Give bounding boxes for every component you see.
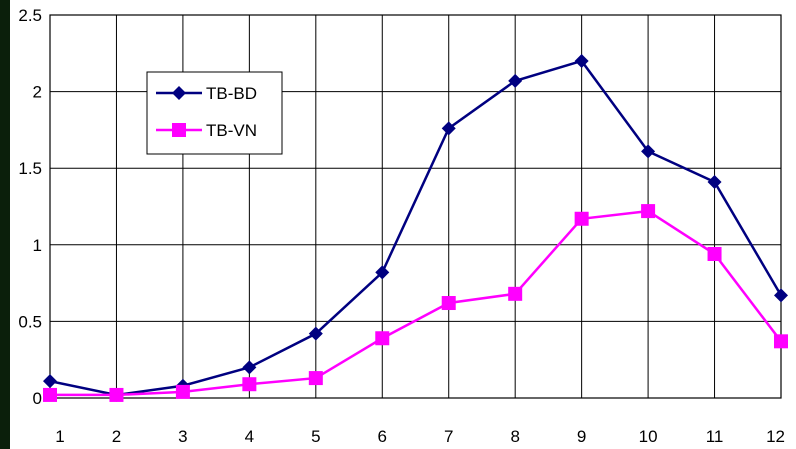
data-point-tb-bd [308, 326, 323, 341]
data-point-tb-vn [375, 331, 390, 346]
data-point-tb-vn [242, 377, 257, 392]
legend-label-tb-bd: TB-BD [206, 84, 257, 103]
series-group [43, 53, 788, 402]
series-line-tb-vn [50, 209, 782, 397]
data-point-tb-vn [641, 204, 656, 219]
left-edge-strip [0, 0, 10, 449]
data-point-tb-vn [308, 371, 323, 386]
data-point-tb-bd [707, 174, 722, 189]
legend: TB-BD TB-VN [146, 71, 283, 155]
x-tick-label: 9 [577, 427, 586, 446]
y-tick-label: 0.5 [18, 312, 42, 331]
y-tick-label: 2.5 [18, 6, 42, 25]
data-point-tb-vn [774, 334, 788, 349]
y-tick-label: 1 [33, 236, 42, 255]
data-point-tb-bd [242, 360, 257, 375]
data-point-tb-bd [43, 374, 57, 389]
x-tick-label: 8 [510, 427, 519, 446]
data-point-tb-vn [109, 387, 124, 402]
y-tick-label: 2 [33, 83, 42, 102]
x-tick-label: 5 [311, 427, 320, 446]
x-tick-label: 10 [639, 427, 658, 446]
data-point-tb-bd [375, 265, 390, 280]
x-tick-label: 4 [245, 427, 254, 446]
data-point-tb-bd [441, 121, 456, 136]
legend-marker-tb-bd [172, 86, 186, 100]
series-line-tb-bd [49, 59, 783, 397]
y-tick-label: 0 [33, 389, 42, 408]
x-tick-label: 1 [55, 427, 64, 446]
x-tick-label: 6 [378, 427, 387, 446]
x-tick-label: 7 [444, 427, 453, 446]
data-point-tb-bd [508, 73, 523, 88]
legend-label-tb-vn: TB-VN [206, 121, 257, 140]
x-tick-label: 12 [766, 427, 785, 446]
x-axis-ticks: 1 2 3 4 5 6 7 8 9 10 11 12 [55, 427, 785, 446]
data-point-tb-vn [175, 384, 190, 399]
x-tick-label: 11 [706, 427, 724, 446]
plot-area-border [49, 14, 782, 399]
data-point-tb-bd [574, 53, 589, 68]
data-point-tb-vn [43, 387, 57, 402]
x-tick-label: 3 [178, 427, 187, 446]
y-axis-ticks: 0 0.5 1 1.5 2 2.5 [18, 6, 42, 408]
data-point-tb-vn [508, 286, 523, 301]
data-point-tb-vn [574, 211, 589, 226]
data-point-tb-bd [641, 144, 656, 159]
data-point-tb-vn [707, 246, 722, 261]
x-tick-label: 2 [112, 427, 121, 446]
legend-marker-tb-vn [172, 123, 186, 137]
data-point-tb-bd [774, 288, 788, 303]
data-point-tb-vn [441, 296, 456, 311]
legend-box [146, 71, 283, 155]
y-tick-label: 1.5 [18, 159, 42, 178]
